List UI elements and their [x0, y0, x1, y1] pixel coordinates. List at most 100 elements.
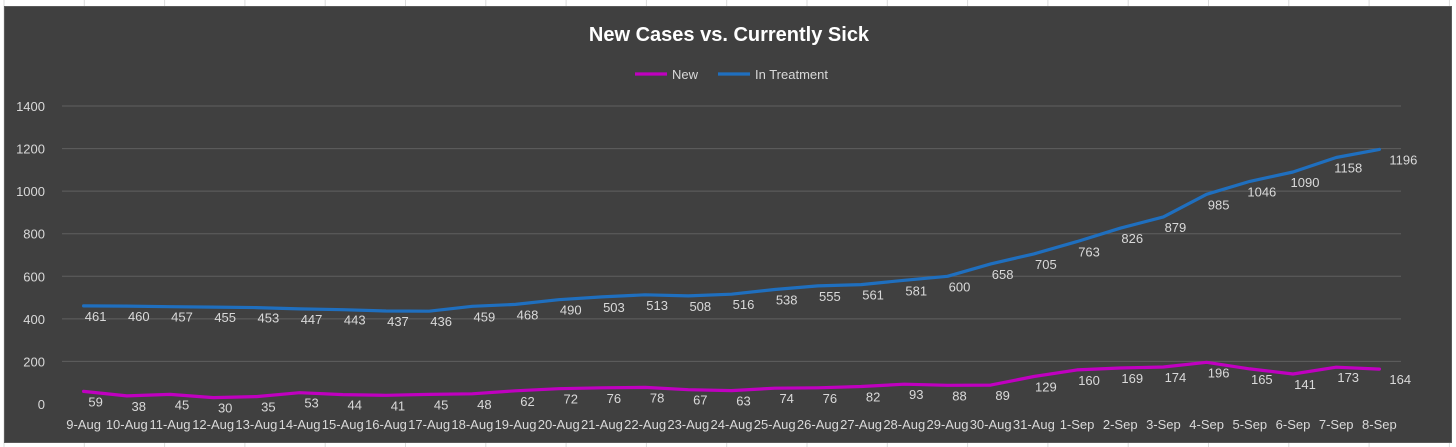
data-label: 1090 — [1291, 175, 1320, 190]
data-label: 705 — [1035, 257, 1057, 272]
data-label: 879 — [1165, 220, 1187, 235]
x-tick-label: 10-Aug — [106, 417, 148, 432]
data-label: 30 — [218, 401, 232, 416]
data-label: 38 — [132, 399, 146, 414]
data-label: 453 — [258, 311, 280, 326]
y-tick-label: 1400 — [16, 99, 45, 114]
data-label: 508 — [689, 299, 711, 314]
data-label: 516 — [733, 297, 755, 312]
y-tick-label: 400 — [23, 312, 45, 327]
y-tick-label: 800 — [23, 227, 45, 242]
data-label: 48 — [477, 397, 491, 412]
data-label: 129 — [1035, 380, 1057, 395]
x-tick-label: 26-Aug — [797, 417, 839, 432]
data-label: 461 — [85, 309, 107, 324]
x-tick-label: 3-Sep — [1146, 417, 1181, 432]
series-line-in-treatment[interactable] — [81, 147, 1382, 313]
data-label: 93 — [909, 387, 923, 402]
data-label: 169 — [1121, 371, 1143, 386]
data-label: 141 — [1294, 377, 1316, 392]
data-label: 35 — [261, 400, 275, 415]
x-tick-label: 19-Aug — [495, 417, 537, 432]
data-label: 41 — [391, 398, 405, 413]
legend-label: In Treatment — [755, 67, 828, 82]
x-tick-label: 20-Aug — [538, 417, 580, 432]
data-label: 1158 — [1334, 161, 1362, 176]
data-label: 76 — [823, 391, 837, 406]
data-label: 78 — [650, 390, 664, 405]
data-label: 72 — [563, 392, 577, 407]
data-label: 89 — [995, 388, 1009, 403]
data-label: 763 — [1078, 245, 1100, 260]
x-tick-label: 17-Aug — [408, 417, 450, 432]
x-tick-label: 30-Aug — [970, 417, 1012, 432]
data-label: 53 — [304, 396, 318, 411]
chart-area[interactable]: New Cases vs. Currently Sick New In Treat… — [4, 6, 1452, 443]
data-labels: 59 38 45 30 35 53 44 41 45 48 62 72 76 78 67 63 74 76 82 93… — [85, 152, 1418, 415]
y-tick-label: 1200 — [16, 142, 45, 157]
x-tick-label: 12-Aug — [192, 417, 234, 432]
y-axis-tick-labels: 0 200 400 600 800 1000 1200 1400 — [16, 99, 45, 412]
x-tick-label: 7-Sep — [1319, 417, 1354, 432]
x-tick-label: 9-Aug — [66, 417, 101, 432]
data-label: 196 — [1208, 365, 1230, 380]
data-label: 437 — [387, 314, 409, 329]
data-label: 555 — [819, 289, 841, 304]
data-label: 44 — [348, 398, 362, 413]
x-tick-label: 1-Sep — [1060, 417, 1095, 432]
line-chart: New Cases vs. Currently Sick New In Treat… — [16, 24, 1418, 432]
series-lines — [81, 147, 1382, 400]
x-tick-label: 29-Aug — [927, 417, 969, 432]
data-label: 490 — [560, 303, 582, 318]
x-tick-label: 27-Aug — [840, 417, 882, 432]
x-tick-label: 5-Sep — [1232, 417, 1267, 432]
data-label: 164 — [1389, 372, 1411, 387]
x-tick-label: 18-Aug — [451, 417, 493, 432]
y-tick-label: 0 — [38, 397, 45, 412]
y-tick-label: 200 — [23, 354, 45, 369]
x-tick-label: 28-Aug — [883, 417, 925, 432]
data-label: 174 — [1165, 370, 1187, 385]
data-label: 985 — [1208, 197, 1230, 212]
data-label: 600 — [949, 279, 971, 294]
x-axis-tick-labels: 9-Aug 10-Aug 11-Aug 12-Aug 13-Aug 14-Aug 15-Au… — [66, 417, 1397, 432]
data-label: 447 — [301, 312, 323, 327]
legend: New In Treatment — [635, 67, 828, 82]
data-label: 165 — [1251, 372, 1273, 387]
data-label: 45 — [434, 397, 448, 412]
x-tick-label: 2-Sep — [1103, 417, 1138, 432]
x-tick-label: 6-Sep — [1276, 417, 1311, 432]
data-label: 45 — [175, 397, 189, 412]
x-tick-label: 24-Aug — [711, 417, 753, 432]
data-label: 538 — [776, 292, 798, 307]
data-label: 82 — [866, 390, 880, 405]
data-label: 76 — [607, 391, 621, 406]
data-label: 59 — [88, 394, 102, 409]
data-label: 62 — [520, 394, 534, 409]
data-label: 74 — [779, 391, 793, 406]
x-tick-label: 23-Aug — [667, 417, 709, 432]
x-tick-label: 13-Aug — [235, 417, 277, 432]
data-label: 457 — [171, 310, 193, 325]
data-label: 581 — [905, 283, 927, 298]
data-label: 443 — [344, 313, 366, 328]
x-tick-label: 4-Sep — [1189, 417, 1224, 432]
data-label: 63 — [736, 394, 750, 409]
x-tick-label: 16-Aug — [365, 417, 407, 432]
x-tick-label: 11-Aug — [149, 417, 190, 432]
x-tick-label: 22-Aug — [624, 417, 666, 432]
data-label: 1046 — [1247, 184, 1276, 199]
data-label: 658 — [992, 267, 1014, 282]
data-label: 455 — [214, 310, 236, 325]
x-tick-label: 31-Aug — [1013, 417, 1055, 432]
data-label: 436 — [430, 314, 452, 329]
data-label: 460 — [128, 309, 150, 324]
data-label: 67 — [693, 393, 707, 408]
y-tick-label: 600 — [23, 269, 45, 284]
data-label: 173 — [1337, 370, 1359, 385]
data-label: 826 — [1121, 231, 1143, 246]
series-line-new[interactable] — [81, 360, 1382, 400]
chart-title: New Cases vs. Currently Sick — [589, 24, 870, 46]
data-label: 459 — [473, 309, 495, 324]
data-label: 503 — [603, 300, 625, 315]
